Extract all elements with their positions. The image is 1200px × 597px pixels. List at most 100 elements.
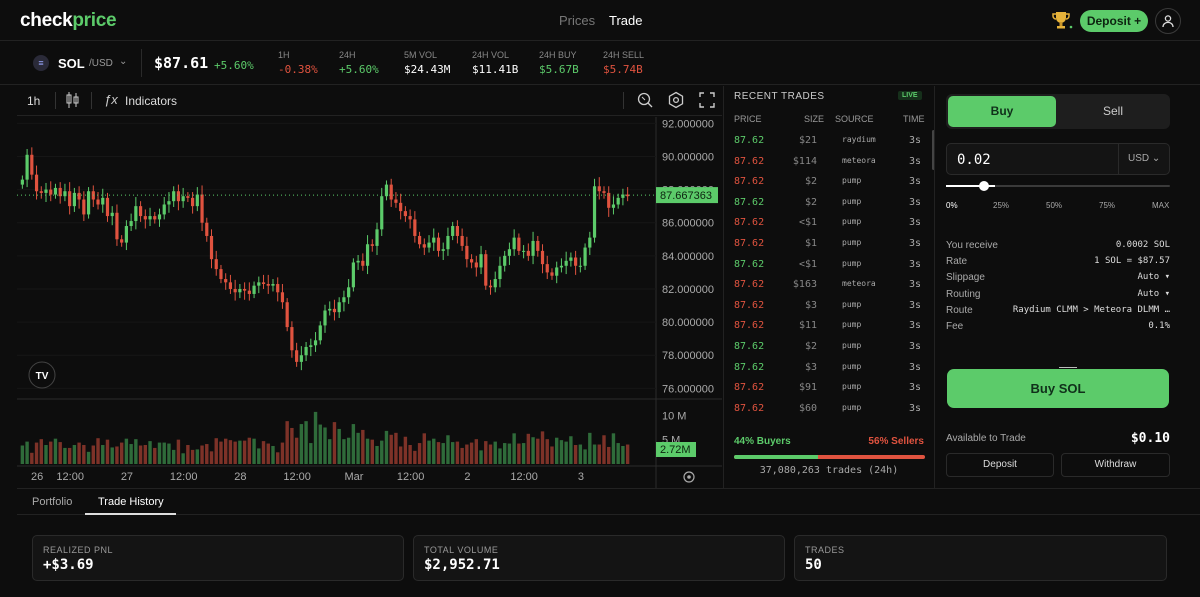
candle-body — [49, 189, 53, 195]
symbol-quote[interactable]: /USD — [89, 58, 113, 69]
trade-price: 87.62 — [734, 382, 765, 394]
measure-icon[interactable] — [636, 91, 654, 112]
price-chart[interactable]: 92.00000090.00000088.00000086.00000084.0… — [17, 117, 722, 488]
scrollbar[interactable] — [932, 130, 934, 170]
info-you-receive: You receive 0.0002 SOL — [946, 240, 1170, 254]
amount-slider[interactable] — [946, 185, 1170, 187]
volume-bar — [162, 442, 166, 464]
volume-tick-label: 10 M — [662, 410, 686, 422]
pct-25[interactable]: 25% — [993, 201, 1010, 210]
trade-source: pump — [842, 258, 862, 268]
volume-bar — [105, 439, 110, 464]
amount-value[interactable]: 0.02 — [957, 152, 991, 168]
time-settings-icon[interactable] — [683, 471, 695, 483]
info-value[interactable]: Auto ▾ — [1137, 272, 1170, 282]
buyers-percent: 44% Buyers — [734, 436, 791, 447]
trade-source: raydium — [842, 135, 876, 144]
candle-body — [389, 184, 393, 200]
volume-bar — [119, 442, 124, 464]
volume-bar — [157, 442, 162, 464]
candle-body — [82, 199, 86, 215]
indicators-button[interactable]: Indicators — [125, 94, 178, 108]
trade-size: $3 — [804, 361, 817, 373]
card-value: 50 — [805, 557, 822, 573]
volume-bar — [526, 433, 531, 464]
volume-bar — [564, 441, 568, 464]
symbol-name[interactable]: SOL — [58, 56, 85, 71]
candle-body — [611, 204, 616, 208]
unit-selector[interactable]: USD ⌄ — [1128, 153, 1160, 164]
time-tick-label: 12:00 — [510, 471, 538, 483]
tab-trade-history[interactable]: Trade History — [98, 496, 164, 508]
candle-body — [167, 201, 171, 205]
candle-body — [583, 247, 587, 266]
info-value[interactable]: Auto ▾ — [1137, 289, 1170, 299]
volume-bar — [588, 432, 592, 464]
tradingview-logo[interactable]: TV — [28, 361, 56, 389]
time-tick-label: 12:00 — [56, 471, 84, 483]
deposit-top-button[interactable]: Deposit + — [1080, 10, 1148, 32]
candle-body — [626, 194, 630, 197]
volume-bar — [493, 441, 497, 464]
amount-input[interactable]: 0.02 USD ⌄ — [946, 143, 1170, 175]
trade-time: 3s — [908, 135, 921, 146]
chevron-down-icon[interactable]: ⌄ — [119, 56, 128, 67]
buy-sol-button[interactable]: Buy SOL — [947, 369, 1169, 408]
logo[interactable]: checkprice — [20, 10, 117, 32]
info-label: Fee — [946, 321, 964, 332]
info-slippage[interactable]: Slippage Auto ▾ — [946, 272, 1170, 286]
volume-bar — [436, 442, 441, 464]
candlestick-icon[interactable] — [65, 91, 81, 112]
stat-label: 24H VOL — [472, 50, 510, 60]
volume-bar — [479, 450, 483, 464]
info-label: Slippage — [946, 272, 985, 283]
candle-body — [115, 212, 119, 240]
chevron-down-icon: ⌄ — [1151, 153, 1161, 164]
pct-50[interactable]: 50% — [1046, 201, 1063, 210]
trade-time: 3s — [908, 279, 921, 291]
sell-tab[interactable]: Sell — [1102, 104, 1123, 118]
candle-body — [200, 194, 204, 223]
pct-max[interactable]: MAX — [1152, 201, 1170, 210]
buyers-fill — [734, 455, 819, 459]
volume-bar — [455, 441, 460, 464]
info-routing[interactable]: Routing Auto ▾ — [946, 289, 1170, 303]
trade-row: 87.62 $114 meteora 3s — [724, 156, 934, 176]
trade-size: <$1 — [798, 258, 817, 270]
price-tick-label: 90.000000 — [662, 151, 714, 163]
trade-time: 3s — [908, 320, 921, 332]
trade-time: 3s — [908, 361, 921, 373]
user-icon[interactable] — [1155, 8, 1181, 34]
candle-body — [569, 257, 573, 261]
candle-body — [176, 191, 181, 202]
volume-bar — [318, 424, 322, 464]
candle-body — [413, 219, 417, 236]
withdraw-button[interactable]: Withdraw — [1061, 453, 1170, 477]
info-rate: Rate 1 SOL = $87.57 — [946, 256, 1170, 270]
trade-price: 87.62 — [734, 155, 765, 167]
fullscreen-icon[interactable] — [698, 91, 716, 112]
stat-label: 24H BUY — [539, 50, 577, 60]
deposit-button[interactable]: Deposit — [946, 453, 1054, 477]
trophy-icon[interactable] — [1050, 10, 1074, 32]
nav-link-trade[interactable]: Trade — [609, 13, 643, 28]
volume-bar — [474, 439, 479, 464]
nav-link-prices[interactable]: Prices — [559, 13, 596, 28]
tab-portfolio[interactable]: Portfolio — [32, 496, 73, 508]
stat-label: 1H — [278, 50, 290, 60]
slider-thumb[interactable] — [979, 181, 989, 191]
trade-time: 3s — [908, 402, 921, 414]
available-value: $0.10 — [1130, 431, 1170, 446]
buy-tab[interactable]: Buy — [948, 96, 1056, 127]
pct-0[interactable]: 0% — [946, 201, 958, 210]
settings-icon[interactable] — [667, 91, 685, 112]
fx-icon[interactable]: ƒx — [104, 92, 118, 107]
trade-time: 3s — [908, 258, 921, 270]
volume-bar — [521, 443, 526, 464]
price-tick-label: 86.000000 — [662, 218, 714, 230]
volume-bar — [370, 439, 374, 464]
candle-body — [186, 196, 190, 198]
pct-75[interactable]: 75% — [1099, 201, 1116, 210]
divider — [141, 49, 142, 77]
timeframe-selector[interactable]: 1h — [27, 94, 41, 108]
